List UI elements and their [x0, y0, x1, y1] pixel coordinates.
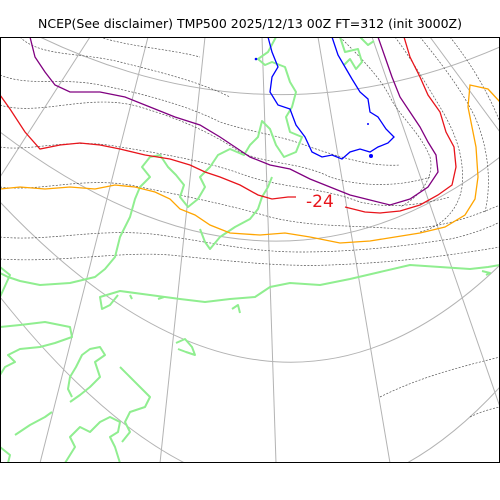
- contour-label-minus24: -24: [306, 192, 334, 212]
- map-canvas: -24: [0, 37, 500, 463]
- isotherm-minus30-line: [29, 37, 439, 206]
- height-contours: [0, 37, 500, 418]
- map-title: NCEP(See disclaimer) TMP500 2025/12/13 0…: [38, 16, 462, 31]
- coastlines: [0, 37, 500, 463]
- isotherm-minus24-line-east: [344, 37, 457, 214]
- graticule-meridians: [0, 37, 500, 463]
- weather-map: -24: [0, 37, 500, 463]
- blue-marker-dot: [369, 154, 373, 158]
- blue-marker-dot-north: [254, 57, 258, 61]
- blue-marker-dot-small: [367, 123, 369, 125]
- isotherm-minus36-line: [267, 37, 395, 160]
- graticule-parallels: [0, 37, 500, 463]
- isotherm-minus24-line: [0, 94, 296, 200]
- isotherm-minus18-line: [0, 84, 500, 244]
